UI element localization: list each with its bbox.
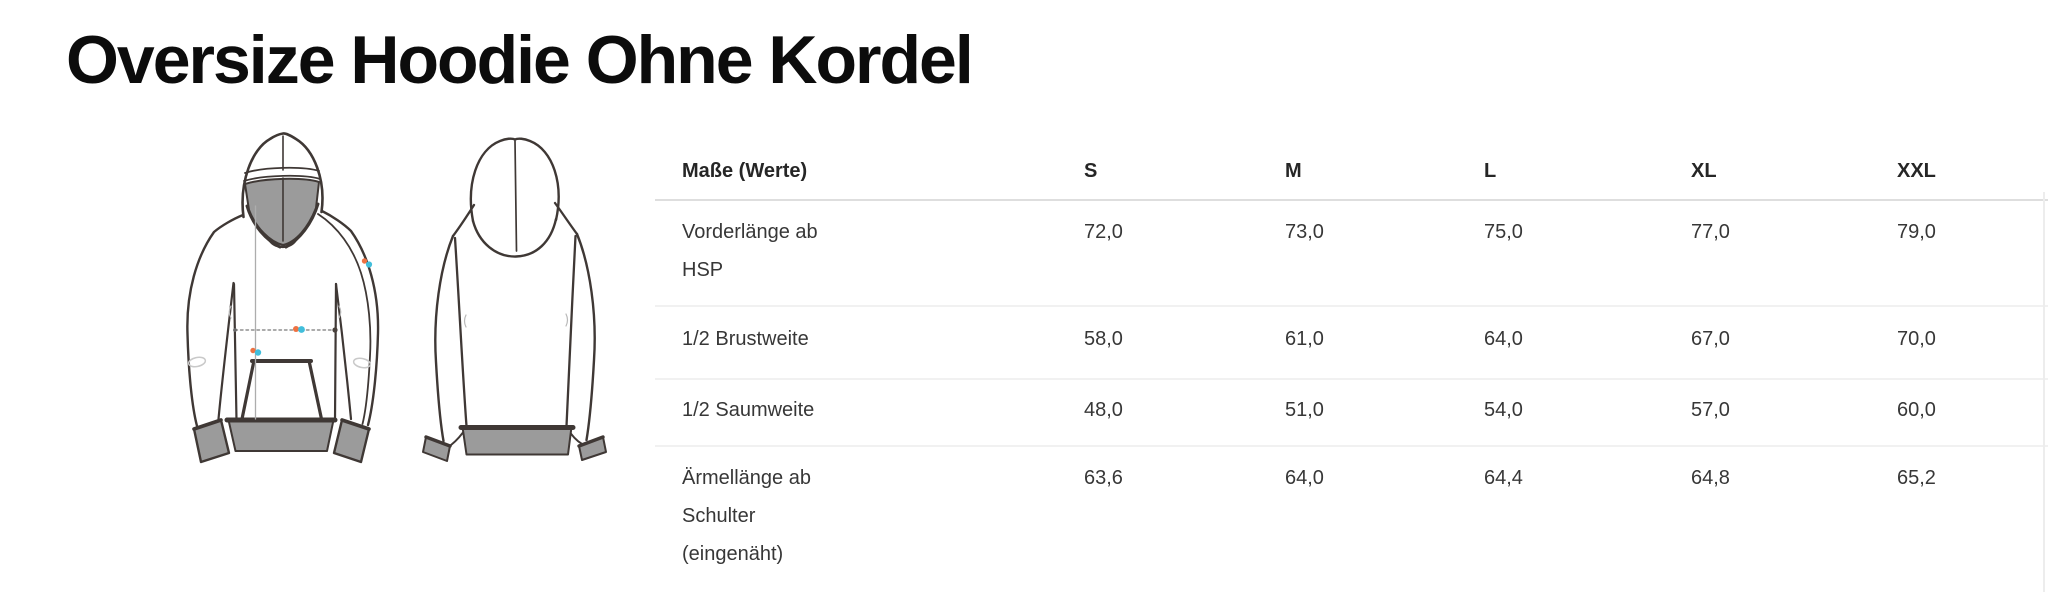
front-pocket-sides <box>240 361 324 421</box>
table-header-size-l: L <box>1484 160 1497 182</box>
value-cell: 51,0 <box>1285 399 1324 421</box>
table-row-divider <box>655 305 2048 307</box>
marker-orange-dot <box>361 258 368 264</box>
value-cell: 67,0 <box>1691 328 1730 350</box>
row-label-line: 1/2 Brustweite <box>682 328 809 350</box>
marker-cyan-dot <box>254 349 262 356</box>
chest-guide-endpoint <box>332 327 338 333</box>
marker-orange-dot <box>250 347 256 354</box>
marker-cyan-dot <box>365 261 373 268</box>
front-right-sleeve <box>320 209 380 427</box>
front-right-sleeve-inner <box>334 282 353 421</box>
front-right-sleeve-mark <box>352 357 372 369</box>
table-header-divider <box>655 199 2048 201</box>
back-waistband <box>461 426 573 456</box>
value-cell: 77,0 <box>1691 221 1730 243</box>
value-cell: 73,0 <box>1285 221 1324 243</box>
hoodie-front-illustration <box>186 132 380 464</box>
value-cell: 60,0 <box>1897 399 1936 421</box>
marker-cyan-dot <box>298 326 305 333</box>
row-label-line: Schulter <box>682 505 756 527</box>
value-cell: 72,0 <box>1084 221 1123 243</box>
value-cell: 75,0 <box>1484 221 1523 243</box>
value-cell: 64,4 <box>1484 467 1523 489</box>
front-cuff-top-edges <box>192 418 371 431</box>
table-row-divider <box>655 378 2048 380</box>
row-label-line: (eingenäht) <box>682 543 784 565</box>
table-header-size-xl: XL <box>1691 160 1717 182</box>
back-left-sleeve <box>434 234 455 443</box>
row-label-line: HSP <box>682 259 724 281</box>
back-cuff-top-edges <box>424 435 605 448</box>
table-right-border <box>2043 192 2045 592</box>
value-cell: 64,8 <box>1691 467 1730 489</box>
back-hood-bottom <box>471 217 558 258</box>
page-title: Oversize Hoodie Ohne Kordel <box>66 22 974 98</box>
row-label-line: 1/2 Saumweite <box>682 399 815 421</box>
front-left-sleeve-inner <box>217 281 235 421</box>
value-cell: 48,0 <box>1084 399 1123 421</box>
front-side-notches <box>228 305 342 319</box>
value-cell: 64,0 <box>1285 467 1324 489</box>
hoodie-back-illustration <box>422 137 607 462</box>
front-right-raglan-seam <box>317 213 372 425</box>
value-cell: 64,0 <box>1484 328 1523 350</box>
value-cell: 61,0 <box>1285 328 1324 350</box>
table-header-size-m: M <box>1285 160 1302 182</box>
value-cell: 65,2 <box>1897 467 1936 489</box>
front-left-sleeve <box>186 213 245 428</box>
front-left-body-seam <box>232 282 238 422</box>
front-hood-outline <box>241 132 324 219</box>
table-header-size-xxl: XXL <box>1897 160 1936 182</box>
front-right-body-seam <box>333 282 338 422</box>
chest-guide-endpoint <box>233 328 237 332</box>
table-header-measure: Maße (Werte) <box>682 160 808 182</box>
back-hood-outline <box>469 137 560 223</box>
table-row-divider <box>655 445 2048 447</box>
back-side-notches <box>463 313 569 328</box>
value-cell: 54,0 <box>1484 399 1523 421</box>
value-cell: 70,0 <box>1897 328 1936 350</box>
value-cell: 58,0 <box>1084 328 1123 350</box>
row-label-line: Vorderlänge ab <box>682 221 818 243</box>
value-cell: 79,0 <box>1897 221 1936 243</box>
front-left-sleeve-mark <box>187 356 207 368</box>
table-header-size-s: S <box>1084 160 1098 182</box>
row-label-line: Ärmellänge ab <box>682 467 811 489</box>
back-right-sleeve <box>575 232 596 442</box>
front-waistband <box>227 419 335 452</box>
back-hood-seam <box>514 140 518 252</box>
front-hood-v-cross <box>268 238 298 249</box>
hoodie-illustration <box>186 132 607 464</box>
value-cell: 63,6 <box>1084 467 1123 489</box>
back-body-seams <box>453 234 577 428</box>
value-cell: 57,0 <box>1691 399 1730 421</box>
back-shoulders <box>451 201 579 238</box>
marker-orange-dot <box>293 326 299 332</box>
